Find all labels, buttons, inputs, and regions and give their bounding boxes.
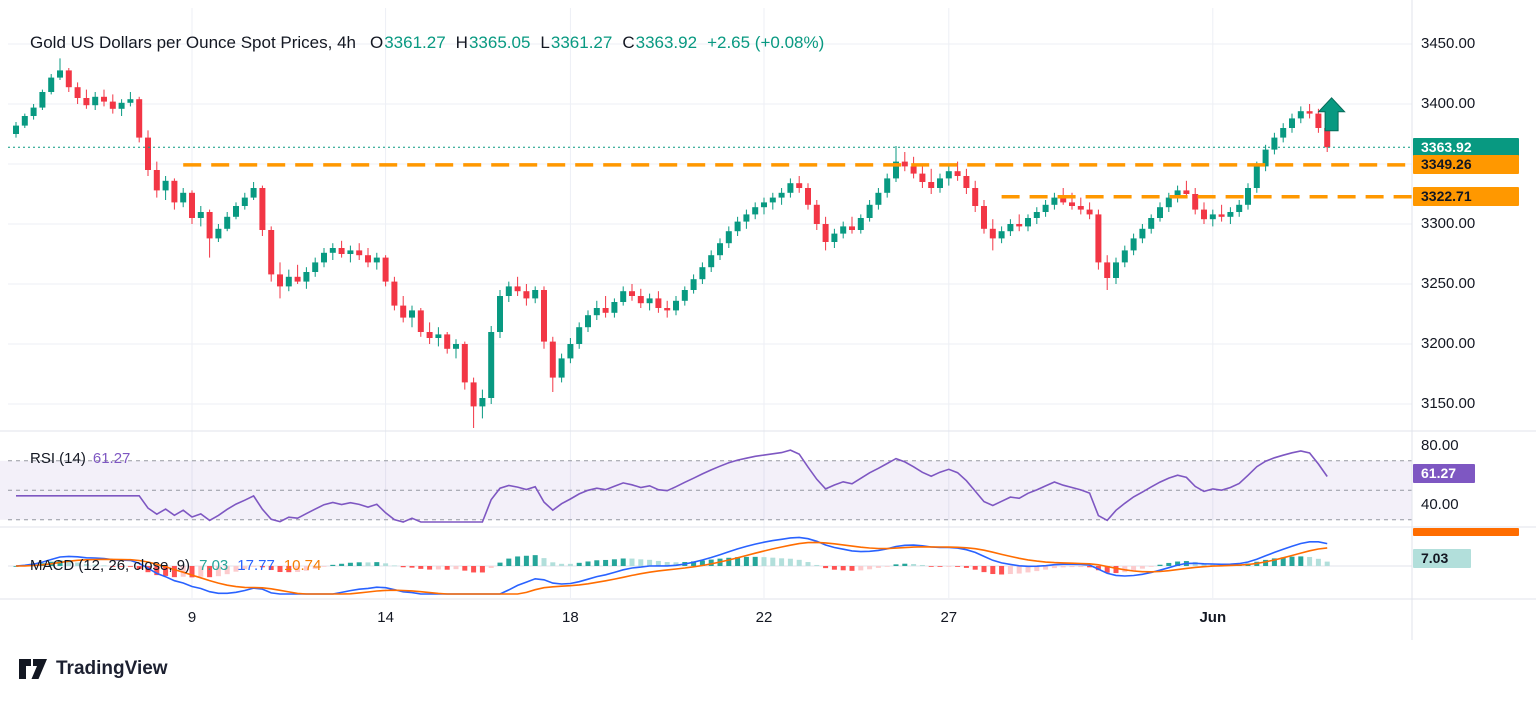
ohlc-close: C 3363.92 <box>622 33 698 52</box>
price-tick: 3400.00 <box>1421 95 1476 112</box>
price-tick: 3300.00 <box>1421 215 1476 232</box>
time-label-Jun: Jun <box>1199 609 1227 626</box>
tradingview-logo-text: TradingView <box>56 658 168 679</box>
time-axis[interactable]: 9 14 18 22 27 Jun <box>0 600 1412 640</box>
rsi-value: 61.27 <box>92 450 131 467</box>
symbol-header: Gold US Dollars per Ounce Spot Prices, 4… <box>30 33 824 53</box>
symbol-title[interactable]: Gold US Dollars per Ounce Spot Prices, 4… <box>30 33 356 52</box>
current-price-tag[interactable]: 3363.92 <box>1413 137 1519 157</box>
rsi-tick: 80.00 <box>1421 437 1459 454</box>
price-tick: 3150.00 <box>1421 395 1476 412</box>
price-axis[interactable]: 3450.00 3400.00 3300.00 3250.00 3200.00 3150.… <box>1413 0 1536 648</box>
macd-signal-price-tag[interactable] <box>1413 527 1519 536</box>
macd-header[interactable]: MACD (12, 26, close, 9) 7.03 17.77 10.74 <box>30 557 321 574</box>
macd-signal-value: 10.74 <box>283 557 322 574</box>
up-arrow-annotation[interactable] <box>1317 97 1346 132</box>
price-tick: 3450.00 <box>1421 35 1476 52</box>
time-label-18: 18 <box>562 609 579 626</box>
price-tick: 3200.00 <box>1421 335 1476 352</box>
tradingview-logo[interactable]: TradingView <box>18 656 168 682</box>
rsi-line <box>16 449 1328 523</box>
ohlc-high: H 3365.05 <box>455 33 531 52</box>
rsi-label[interactable]: RSI (14) <box>30 450 86 467</box>
rsi-header[interactable]: RSI (14) 61.27 <box>30 450 130 467</box>
level-price-tag-2[interactable]: 3322.71 <box>1413 187 1519 207</box>
rsi-tick: 40.00 <box>1421 496 1459 513</box>
candlestick-series <box>13 58 1331 428</box>
ohlc-low: L 3361.27 <box>540 33 613 52</box>
macd-label[interactable]: MACD (12, 26, close, 9) <box>30 557 191 574</box>
level-price-tag-1[interactable]: 3349.26 <box>1413 155 1519 175</box>
time-label-27: 27 <box>940 609 958 626</box>
macd-hist-value-tag[interactable]: 7.03 <box>1413 548 1471 568</box>
change-value: +2.65 (+0.08%) <box>707 33 825 52</box>
macd-hist-value: 7.03 <box>199 557 229 574</box>
rsi-value-tag[interactable]: 61.27 <box>1413 464 1475 484</box>
ohlc-open: O 3361.27 <box>369 33 446 52</box>
price-tick: 3250.00 <box>1421 275 1476 292</box>
macd-signal-line <box>15 541 1328 595</box>
pane-separators <box>0 0 1536 640</box>
time-label-14: 14 <box>377 609 394 626</box>
time-label-22: 22 <box>755 609 773 626</box>
time-label-9: 9 <box>187 609 197 626</box>
tradingview-logo-icon <box>19 659 47 679</box>
macd-line <box>15 536 1328 595</box>
chart-canvas[interactable] <box>0 0 1536 648</box>
macd-line-value: 17.77 <box>237 557 275 574</box>
